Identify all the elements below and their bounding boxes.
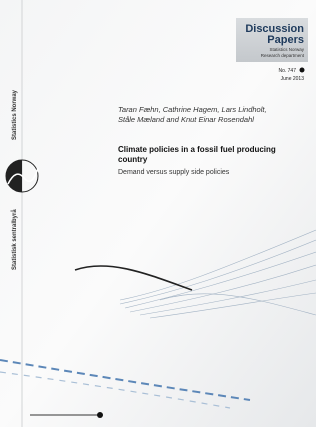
rule-dot (97, 412, 103, 418)
title-line: Climate policies in a fossil fuel produc… (118, 145, 276, 154)
author-line: Taran Fæhn, Cathrine Hagem, Lars Lindhol… (118, 105, 267, 114)
badge-org: Statistics Norway (269, 47, 304, 52)
background (0, 0, 316, 427)
issue-date: June 2013 (281, 76, 305, 82)
issue-dot (300, 68, 305, 73)
spine-top: Statistics Norway (12, 89, 18, 140)
issue-number: No. 747 (278, 68, 296, 74)
subtitle: Demand versus supply side policies (118, 169, 230, 176)
cover: Statistics Norway Statistisk sentralbyrå… (0, 0, 316, 427)
badge-line2: Papers (267, 34, 304, 46)
spine-bottom: Statistisk sentralbyrå (11, 209, 18, 270)
author-line: Ståle Mæland and Knut Einar Rosendahl (118, 115, 254, 124)
badge-dept: Research department (261, 53, 305, 58)
title-line: country (118, 155, 148, 164)
